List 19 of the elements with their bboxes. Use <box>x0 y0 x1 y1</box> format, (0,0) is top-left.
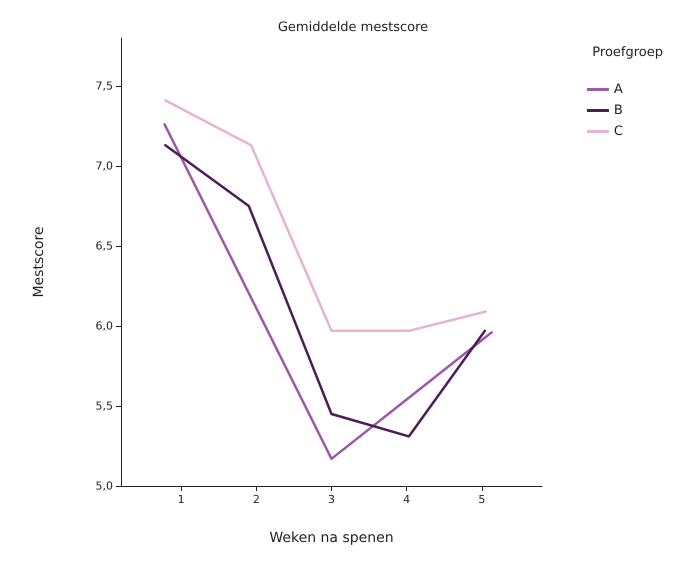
line-series <box>164 99 487 332</box>
x-axis-title: Weken na spenen <box>269 530 394 546</box>
y-axis-title: Mestscore <box>31 226 47 298</box>
x-tick-label: 1 <box>178 493 185 506</box>
x-tick-label: 5 <box>478 493 486 506</box>
x-tick-label: 4 <box>403 493 410 506</box>
y-tick-label: 7,5 <box>96 80 113 92</box>
legend-label: B <box>614 103 623 118</box>
y-tick-label: 6,0 <box>96 320 113 332</box>
y-tick-label: 6,5 <box>96 240 113 252</box>
y-tick-label: 7,0 <box>96 160 113 172</box>
legend-label: C <box>614 124 623 139</box>
y-tick-label: 5,5 <box>96 400 113 412</box>
x-tick-label: 2 <box>252 493 260 506</box>
legend-title: Proefgroep <box>592 45 664 60</box>
legend-label: A <box>614 82 623 97</box>
chart-title: Gemiddelde mestscore <box>278 20 428 35</box>
x-tick-label: 3 <box>328 493 335 506</box>
y-tick-label: 5,0 <box>96 480 113 492</box>
